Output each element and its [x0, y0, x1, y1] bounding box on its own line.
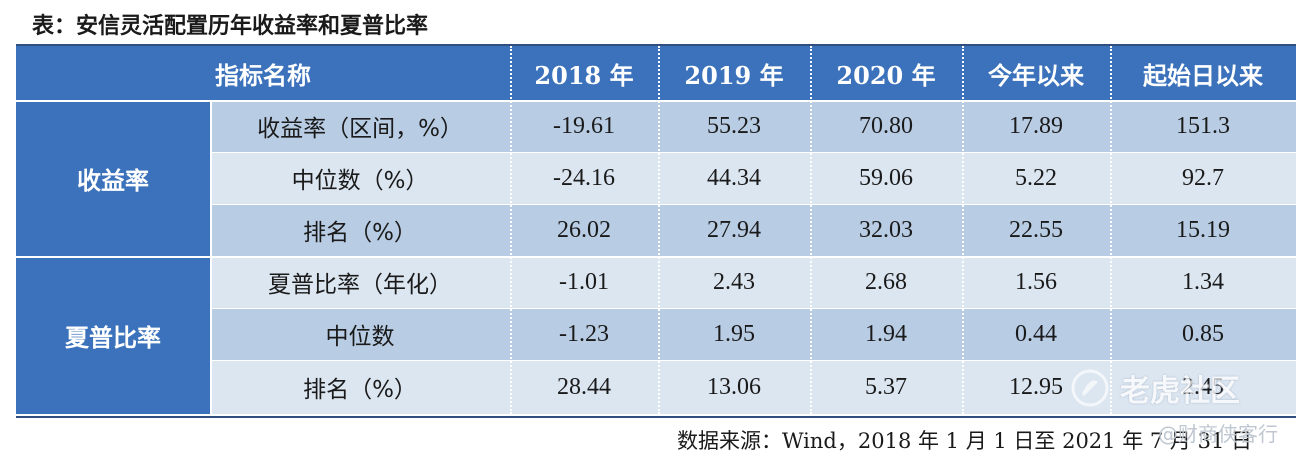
watermark-sub: @财商侠客行 — [1158, 422, 1278, 446]
value-cell: 2.45 — [1182, 373, 1224, 400]
value-cell: 1.95 — [713, 320, 755, 347]
source-note: 数据来源：Wind，2018 年 1 月 1 日至 2021 年 7 月 31 … — [676, 429, 1252, 453]
header-2019: 2019 年 — [658, 46, 810, 100]
value-cell: 5.22 — [1015, 164, 1057, 191]
watermark-logo-icon — [1071, 369, 1109, 407]
value-cell: 44.34 — [707, 164, 761, 191]
header-2018: 2018 年 — [510, 46, 658, 100]
grid-line — [210, 360, 1296, 361]
value-cell: -1.01 — [559, 268, 609, 295]
row-label: 中位数（%） — [291, 168, 429, 194]
group-sharpe: 夏普比率 — [16, 256, 210, 414]
row-bg — [210, 360, 1296, 414]
value-cell: -19.61 — [553, 112, 615, 139]
group-return: 收益率 — [16, 100, 210, 256]
grid-line — [16, 256, 1296, 258]
grid-line — [210, 152, 1296, 153]
header-since-inception: 起始日以来 — [1110, 46, 1296, 100]
grid-line — [810, 46, 812, 414]
row-label: 夏普比率（年化） — [268, 272, 452, 298]
watermark: 老虎社区 — [1070, 362, 1280, 414]
value-cell: 12.95 — [1009, 373, 1063, 400]
grid-line — [210, 308, 1296, 309]
row-bg — [210, 152, 1296, 204]
value-cell: 32.03 — [859, 216, 913, 243]
value-cell: 22.55 — [1009, 216, 1063, 243]
value-cell: 70.80 — [859, 112, 913, 139]
header-2020: 2020 年 — [810, 46, 962, 100]
value-cell: 55.23 — [707, 112, 761, 139]
row-bg — [210, 256, 1296, 308]
row-label: 收益率（区间，%） — [257, 116, 463, 142]
value-cell: 2.68 — [865, 268, 907, 295]
value-cell: 28.44 — [557, 373, 611, 400]
value-cell: 1.34 — [1182, 268, 1224, 295]
row-label: 中位数 — [325, 324, 395, 350]
value-cell: 26.02 — [557, 216, 611, 243]
grid-line — [510, 46, 512, 414]
grid-line — [962, 46, 964, 414]
header-indicator-name: 指标名称 — [16, 46, 510, 100]
data-table: 指标名称 2018 年 2019 年 2020 年 今年以来 起始日以来 收益率… — [16, 44, 1296, 418]
value-cell: 0.85 — [1182, 320, 1224, 347]
value-cell: 15.19 — [1176, 216, 1230, 243]
value-cell: 27.94 — [707, 216, 761, 243]
value-cell: 0.44 — [1015, 320, 1057, 347]
value-cell: 17.89 — [1009, 112, 1063, 139]
header-ytd: 今年以来 — [962, 46, 1110, 100]
value-cell: 1.94 — [865, 320, 907, 347]
grid-line — [1110, 46, 1112, 414]
value-cell: 92.7 — [1182, 164, 1224, 191]
value-cell: 13.06 — [707, 373, 761, 400]
table-title: 表：安信灵活配置历年收益率和夏普比率 — [32, 14, 429, 39]
value-cell: 1.56 — [1015, 268, 1057, 295]
value-cell: 5.37 — [865, 373, 907, 400]
value-cell: -24.16 — [553, 164, 615, 191]
value-cell: 59.06 — [859, 164, 913, 191]
grid-line — [16, 100, 1296, 102]
grid-line — [210, 204, 1296, 205]
row-bg — [210, 204, 1296, 256]
grid-line — [658, 46, 660, 414]
row-bg — [210, 100, 1296, 152]
value-cell: 2.43 — [713, 268, 755, 295]
row-label: 排名（%） — [303, 220, 417, 246]
value-cell: 151.3 — [1176, 112, 1230, 139]
row-bg — [210, 308, 1296, 360]
value-cell: -1.23 — [559, 320, 609, 347]
watermark-text: 老虎社区 — [1120, 374, 1240, 409]
row-label: 排名（%） — [303, 377, 417, 403]
